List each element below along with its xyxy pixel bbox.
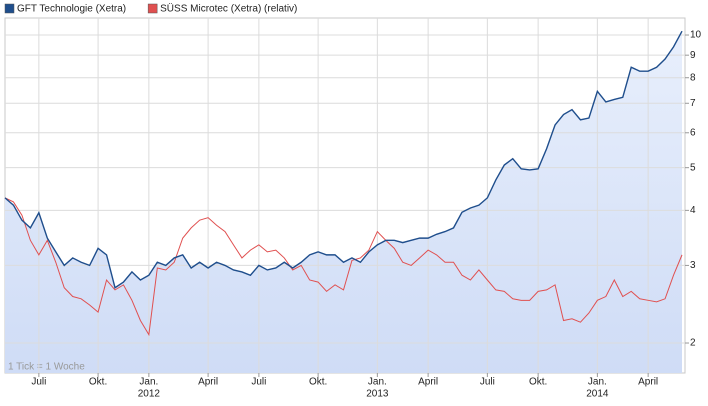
annotation: 1 Tick = 1 Woche — [8, 362, 85, 373]
area — [5, 31, 682, 374]
legend-swatch — [4, 3, 15, 14]
x-tick-label: April — [198, 377, 218, 388]
x-tick-label: Jan. — [139, 377, 158, 388]
y-tick-label: 3 — [690, 260, 696, 271]
y-tick-label: 7 — [690, 98, 696, 109]
y-tick-label: 5 — [690, 162, 696, 173]
y-tick-label: 2 — [690, 338, 696, 349]
x-tick-label: Jan. — [368, 377, 387, 388]
legend-swatch — [147, 3, 158, 14]
x-tick-label: Juli — [251, 377, 266, 388]
y-tick-label: 10 — [690, 30, 702, 41]
x-year-label: 2012 — [138, 389, 161, 400]
y-tick-label: 8 — [690, 72, 696, 83]
legend-label: SÜSS Microtec (Xetra) (relativ) — [160, 3, 297, 15]
x-tick-label: Okt. — [89, 377, 107, 388]
x-year-label: 2013 — [366, 389, 389, 400]
y-tick-label: 6 — [690, 127, 696, 138]
line — [4, 30, 683, 289]
x-tick-label: April — [418, 377, 438, 388]
y-tick-label: 9 — [690, 50, 696, 61]
y-tick-label: 4 — [690, 205, 696, 216]
x-year-label: 2014 — [586, 389, 609, 400]
x-tick-label: Jan. — [588, 377, 607, 388]
x-tick-label: Juli — [480, 377, 495, 388]
x-tick-label: Juli — [31, 377, 46, 388]
line — [4, 197, 683, 337]
legend-label: GFT Technologie (Xetra) — [17, 4, 126, 15]
x-tick-label: Okt. — [309, 377, 327, 388]
x-tick-label: April — [638, 377, 658, 388]
x-tick-label: Okt. — [529, 377, 547, 388]
